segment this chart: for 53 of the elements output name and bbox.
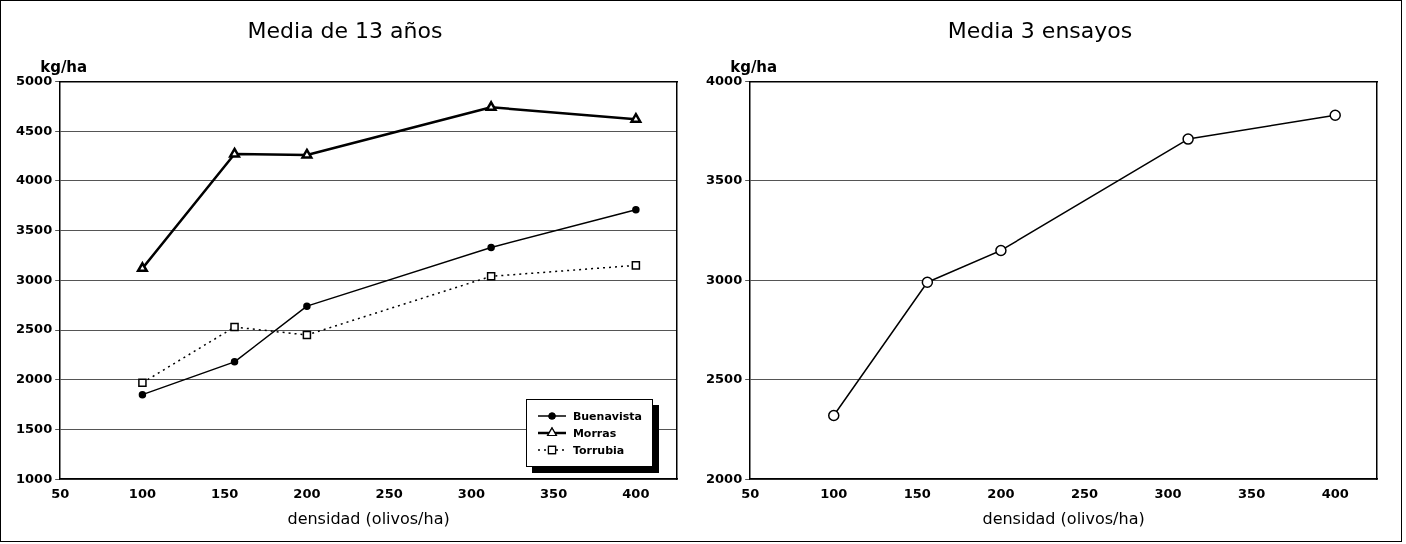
y-tick-label: 1000 — [15, 470, 53, 486]
x-axis-title: densidad (olivos/ha) — [287, 508, 450, 528]
x-tick-label: 50 — [741, 486, 760, 502]
x-tick-label: 250 — [1070, 486, 1099, 502]
point — [302, 330, 312, 340]
point — [487, 243, 495, 252]
y-tick-label: 2500 — [15, 321, 53, 337]
point — [1329, 109, 1341, 121]
legend-label: Morras — [572, 426, 617, 440]
legend-label: Buenavista — [572, 409, 642, 423]
x-tick-label: 400 — [622, 486, 650, 502]
y-tick-label: 1500 — [15, 420, 53, 436]
x-tick-label: 150 — [211, 486, 239, 502]
point — [630, 112, 642, 123]
point — [828, 409, 840, 422]
x-tick-label: 300 — [1154, 486, 1182, 502]
y-tick-label: 2000 — [15, 371, 53, 387]
point — [995, 244, 1007, 257]
point — [301, 148, 313, 159]
point — [138, 390, 147, 399]
point — [921, 276, 934, 289]
x-tick-label: 300 — [457, 486, 485, 502]
point — [228, 147, 241, 158]
x-tick-label: 250 — [375, 486, 403, 502]
point — [303, 302, 311, 310]
point — [230, 358, 239, 366]
point — [230, 322, 239, 332]
x-tick-label: 350 — [540, 486, 568, 502]
y-tick-label: 4500 — [15, 122, 53, 138]
x-tick-label: 200 — [293, 486, 321, 502]
y-tick-label: 2000 — [705, 470, 743, 486]
x-tick-label: 400 — [1321, 486, 1349, 502]
legend-label: Torrubia — [572, 443, 625, 457]
point — [631, 261, 641, 270]
x-tick-label: 100 — [128, 486, 156, 502]
point — [632, 205, 640, 214]
y-tick-label: 2500 — [705, 371, 743, 387]
point — [486, 272, 496, 281]
x-tick-label: 50 — [51, 486, 70, 502]
x-tick-label: 100 — [820, 486, 848, 502]
y-tick-label: 3000 — [705, 271, 743, 287]
y-tick-label: 3500 — [15, 221, 53, 237]
point — [1182, 133, 1194, 145]
point — [138, 378, 147, 388]
x-axis-title: densidad (olivos/ha) — [982, 508, 1145, 528]
chart-title: Media de 13 años — [247, 17, 443, 43]
x-tick-label: 200 — [987, 486, 1015, 502]
chart-title: Media 3 ensayos — [947, 17, 1133, 43]
y-tick-label: 4000 — [15, 172, 53, 188]
x-tick-label: 350 — [1238, 486, 1266, 502]
y-tick-label: 3000 — [15, 271, 53, 287]
x-tick-label: 150 — [903, 486, 931, 502]
y-tick-label: 3500 — [705, 172, 743, 188]
